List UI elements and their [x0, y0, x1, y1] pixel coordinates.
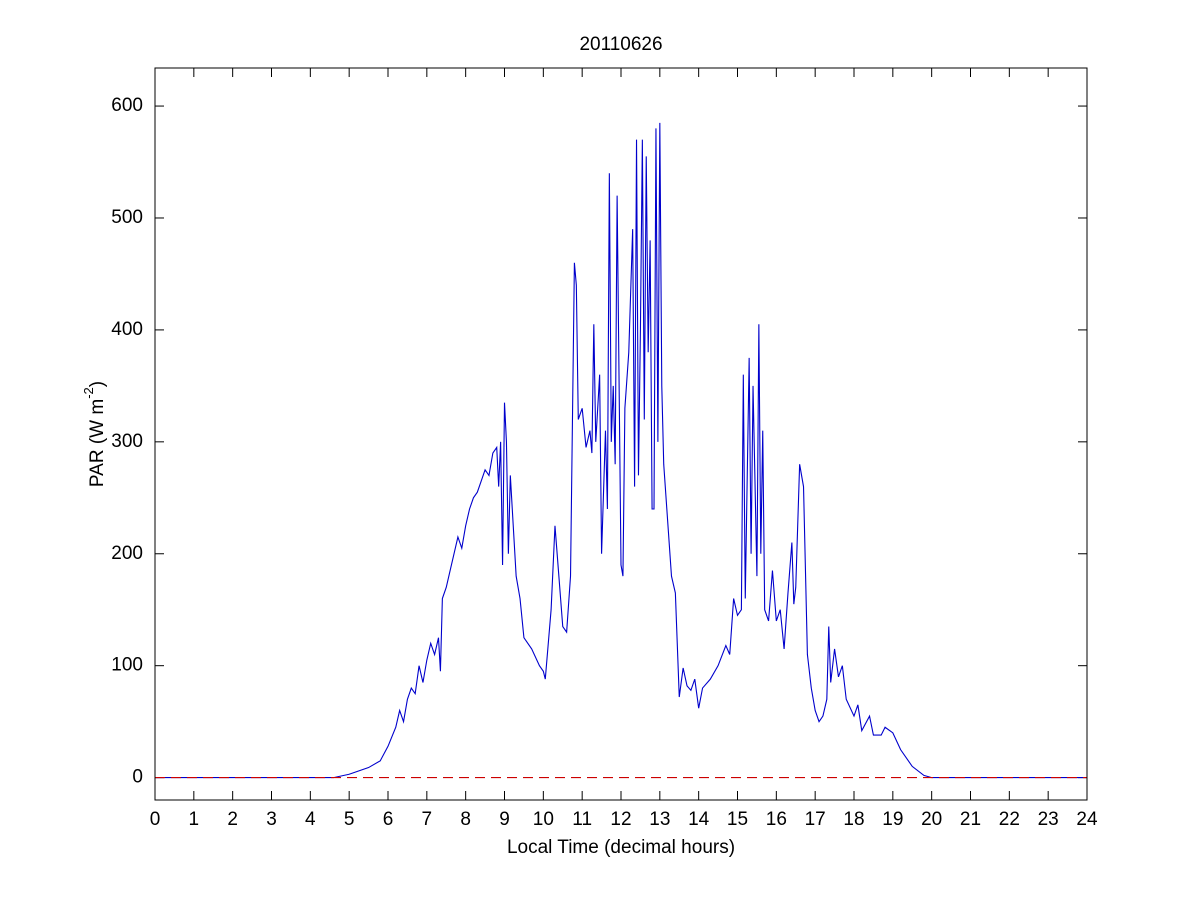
x-axis-label: Local Time (decimal hours): [507, 837, 735, 858]
x-tick-label: 12: [610, 809, 631, 830]
y-tick-label: 400: [111, 319, 143, 340]
x-tick-label: 4: [305, 809, 316, 830]
y-axis-label-end: ): [87, 381, 108, 387]
x-tick-label: 3: [266, 809, 277, 830]
x-tick-label: 0: [150, 809, 161, 830]
x-tick-label: 18: [843, 809, 864, 830]
y-tick-label: 600: [111, 95, 143, 116]
x-tick-label: 24: [1076, 809, 1098, 830]
x-tick-label: 6: [383, 809, 394, 830]
chart-title: 20110626: [579, 34, 662, 55]
x-tick-label: 13: [649, 809, 670, 830]
x-tick-label: 2: [227, 809, 238, 830]
x-tick-label: 10: [533, 809, 554, 830]
x-tick-label: 22: [999, 809, 1020, 830]
y-axis-label-sup: -2: [81, 387, 96, 399]
x-tick-label: 8: [460, 809, 471, 830]
x-tick-label: 21: [960, 809, 981, 830]
y-tick-label: 300: [111, 431, 143, 452]
x-tick-label: 20: [921, 809, 942, 830]
x-tick-label: 16: [766, 809, 787, 830]
x-tick-label: 7: [422, 809, 433, 830]
x-tick-label: 5: [344, 809, 355, 830]
x-tick-label: 23: [1038, 809, 1059, 830]
x-tick-label: 17: [805, 809, 826, 830]
x-tick-label: 1: [189, 809, 200, 830]
y-tick-label: 0: [132, 767, 143, 788]
y-tick-label: 200: [111, 543, 143, 564]
x-tick-label: 9: [499, 809, 510, 830]
y-tick-label: 500: [111, 207, 143, 228]
y-axis-label: PAR (W m-2): [81, 381, 108, 487]
x-tick-label: 14: [688, 809, 710, 830]
data-line: [155, 122, 1087, 779]
x-tick-label: 15: [727, 809, 748, 830]
y-tick-label: 100: [111, 655, 143, 676]
plot-frame: [154, 67, 1088, 801]
x-tick-label: 19: [882, 809, 903, 830]
x-tick-label: 11: [572, 809, 592, 830]
y-axis-label-main: PAR (W m: [87, 399, 108, 487]
